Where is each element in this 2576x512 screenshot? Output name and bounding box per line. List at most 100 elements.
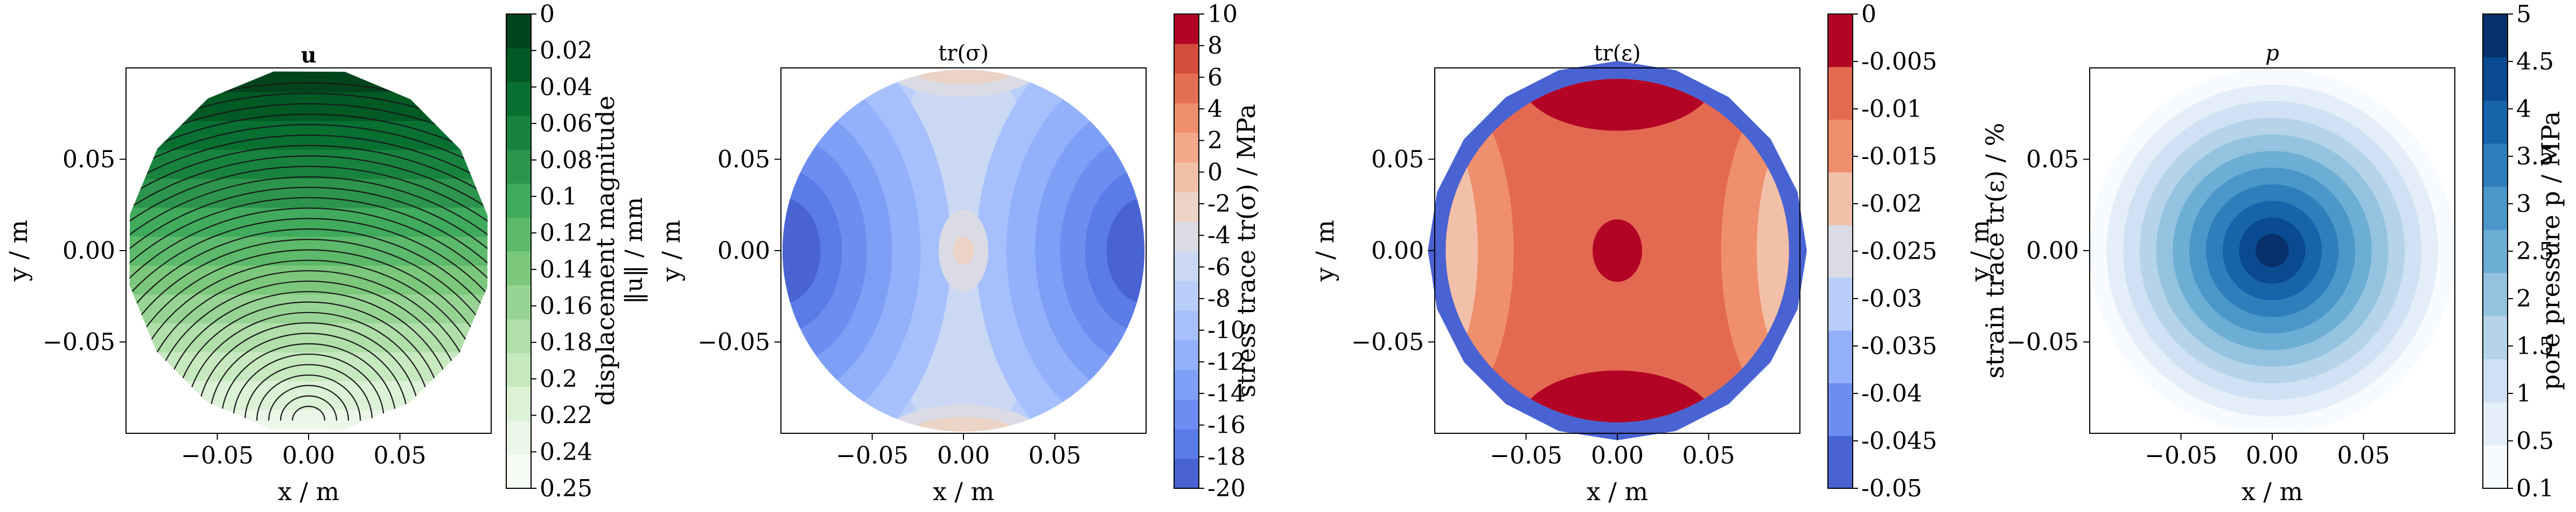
x-tick-label: 0.05 <box>2337 442 2390 469</box>
contour-band <box>783 197 821 304</box>
x-tick-label: 0.00 <box>1591 442 1644 469</box>
colorbar-swatch <box>2483 230 2508 273</box>
colorbar-tick-label: 0.06 <box>540 110 592 137</box>
colorbar-tick-label: 2.5 <box>2516 238 2554 265</box>
contour-band <box>129 323 488 352</box>
x-axis-label: x / m <box>278 477 339 506</box>
y-tick-label: 0.00 <box>2026 237 2079 265</box>
contour-band <box>1721 80 1789 421</box>
contour-band <box>129 178 488 208</box>
streamline <box>129 93 488 421</box>
colorbar-swatch <box>506 183 531 218</box>
colorbar-tick-label: 0.02 <box>540 37 592 65</box>
streamline <box>129 176 488 421</box>
colorbar-tick-label: 3.5 <box>2516 143 2554 170</box>
streamline <box>268 385 350 421</box>
y-tick-label: −0.05 <box>43 329 115 356</box>
colorbar-tick-label: -0.03 <box>1861 285 1922 313</box>
colorbar-swatch <box>2483 359 2508 403</box>
y-axis-label: y / m <box>657 220 686 282</box>
colorbar-swatch <box>1174 222 1199 252</box>
streamline <box>129 155 488 421</box>
colorbar-swatch <box>506 386 531 421</box>
colorbar: 10 8 6 4 2 0 -2 -4 -6 -8 -10 -12 -14 -16 -18 -20 <box>1174 1 1246 502</box>
streamline <box>161 291 456 421</box>
streamline <box>129 239 488 421</box>
colorbar-tick-label: 0 <box>540 1 555 28</box>
streamline <box>129 165 488 421</box>
x-axis-ticks: −0.05 0.00 0.05 <box>181 433 426 469</box>
colorbar-tick-label: 3 <box>2516 190 2531 218</box>
colorbar-tick-label: 0.08 <box>540 147 592 174</box>
colorbar-tick-label: 4 <box>1207 95 1223 123</box>
colorbar-swatch <box>1828 383 1853 436</box>
colorbar-tick-label: 0.25 <box>540 475 592 502</box>
colorbar-swatch <box>506 115 531 150</box>
x-axis-ticks: −0.05 0.00 0.05 <box>1490 433 1735 469</box>
y-tick-label: −0.05 <box>2006 329 2079 356</box>
colorbar-swatch <box>506 149 531 184</box>
colorbar-tick-label: -2 <box>1207 190 1231 218</box>
y-tick-label: 0.05 <box>2026 146 2079 174</box>
colorbar-swatch <box>506 285 531 320</box>
contour-field <box>1428 61 1807 440</box>
streamline <box>129 144 488 421</box>
colorbar-tick-label: 1.5 <box>2516 333 2554 360</box>
colorbar-tick-label: -0.045 <box>1861 427 1937 455</box>
streamline <box>232 354 385 421</box>
colorbar-swatch <box>1174 14 1199 44</box>
streamline <box>208 333 409 421</box>
colorbar-label-unit: ‖u‖ / mm <box>620 197 648 305</box>
contour-band <box>129 351 488 382</box>
colorbar: 5 4.5 4 3.5 3 2.5 2 1.5 1 0.5 0.1 <box>2482 1 2554 502</box>
y-tick-label: 0.00 <box>1371 237 1424 265</box>
colorbar-swatch <box>2483 143 2508 187</box>
contour-band <box>953 237 974 265</box>
colorbar-label: strain trace tr(ε) / % <box>1980 123 2009 379</box>
colorbar-swatch <box>1174 459 1199 489</box>
y-tick-label: 0.05 <box>62 146 115 174</box>
colorbar-tick-label: 0.24 <box>540 438 592 466</box>
contour-band <box>888 404 1039 432</box>
contour-band <box>129 92 488 121</box>
streamline <box>129 124 488 421</box>
colorbar-swatch <box>1828 277 1853 331</box>
streamline <box>256 374 361 421</box>
plot-title: tr(σ) <box>938 41 989 66</box>
x-tick-label: 0.00 <box>2246 442 2299 469</box>
colorbar-swatch <box>506 352 531 388</box>
y-tick-label: −0.05 <box>1351 329 1424 356</box>
contour-band <box>910 417 1017 432</box>
streamline <box>220 343 397 421</box>
colorbar-swatch <box>2483 100 2508 144</box>
colorbar-swatch <box>1828 225 1853 278</box>
colorbar-tick-label: -14 <box>1207 380 1246 407</box>
colorbar: 0 0.02 0.04 0.06 0.08 0.1 0.12 0.14 0.16 0.18 0.2 0… <box>506 1 592 502</box>
contour-field <box>2090 68 2455 433</box>
colorbar-label: stress trace tr(σ) / MPa <box>1232 104 1261 398</box>
streamline <box>129 113 488 421</box>
plot-title: u <box>301 43 316 68</box>
contour-band <box>1519 79 1716 131</box>
y-tick-label: 0.05 <box>717 146 770 174</box>
colorbar-tick-label: -0.015 <box>1861 143 1937 170</box>
colorbar-tick-label: -0.05 <box>1861 475 1922 502</box>
x-axis-label: x / m <box>1587 477 1648 506</box>
x-tick-label: 0.00 <box>937 442 990 469</box>
streamline <box>129 218 488 421</box>
streamline <box>280 395 338 421</box>
contour-band <box>1519 370 1716 423</box>
colorbar-swatch <box>2483 445 2508 489</box>
colorbar-swatch <box>2483 14 2508 58</box>
colorbar-tick-label: 0.04 <box>540 73 592 101</box>
colorbar-swatch <box>2483 316 2508 359</box>
colorbar-frame <box>506 13 532 489</box>
colorbar-tick-label: -0.04 <box>1861 380 1922 407</box>
contour-band <box>783 168 842 333</box>
colorbar-swatch <box>2483 57 2508 101</box>
y-tick-label: −0.05 <box>697 329 770 356</box>
colorbar-tick-label: -18 <box>1207 443 1246 471</box>
colorbar-swatch <box>1174 133 1199 163</box>
streamline <box>173 301 444 421</box>
colorbar-tick-label: -8 <box>1207 285 1231 313</box>
